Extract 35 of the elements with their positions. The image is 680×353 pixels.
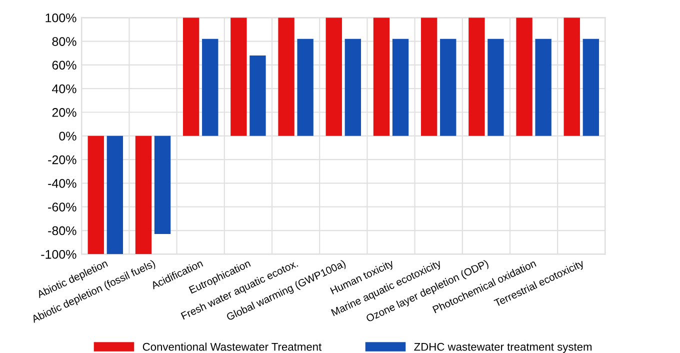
y-tick-label: 0% [59, 132, 76, 141]
bar [106, 136, 124, 254]
bar [564, 18, 580, 136]
y-tick-label: -80% [48, 226, 76, 236]
bar [488, 38, 504, 136]
y-tick-label: 80% [52, 37, 76, 46]
bar [88, 136, 104, 254]
bar [516, 18, 532, 136]
bar [326, 18, 342, 136]
bar [250, 55, 266, 136]
y-tick-label: 60% [52, 60, 76, 70]
bar [468, 18, 485, 136]
legend-label: ZDHC wastewater treatment system [414, 342, 592, 353]
y-tick-label: 40% [52, 84, 76, 94]
y-tick-label: -100% [41, 250, 76, 259]
bar [535, 38, 552, 136]
y-tick-label: -20% [48, 155, 76, 164]
bar [278, 18, 294, 136]
bar [182, 18, 200, 136]
y-tick-label: -40% [48, 179, 76, 188]
y-tick-label: 20% [52, 108, 76, 117]
bar [373, 18, 390, 136]
legend-label: Conventional Wastewater Treatment [142, 342, 322, 351]
bar [135, 136, 152, 254]
bar [154, 136, 171, 234]
bar [392, 38, 409, 136]
bar [440, 38, 456, 136]
bar [344, 38, 362, 136]
bar [297, 38, 314, 136]
bar [230, 18, 247, 136]
y-tick-label: 100% [46, 13, 76, 22]
bar [202, 38, 218, 136]
bar [582, 38, 600, 136]
y-tick-label: -60% [48, 202, 76, 212]
bar [420, 18, 438, 136]
